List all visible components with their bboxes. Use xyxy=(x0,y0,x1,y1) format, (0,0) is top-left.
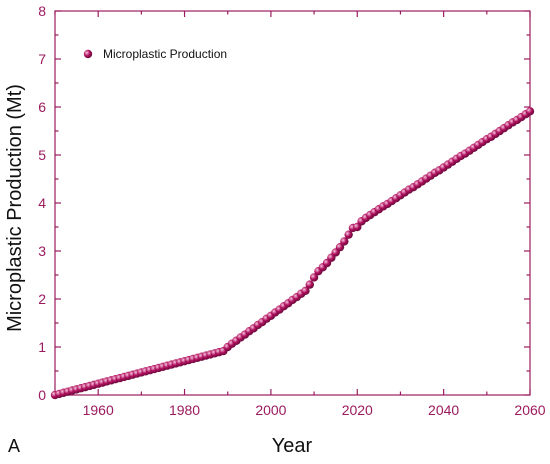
legend-label: Microplastic Production xyxy=(103,47,227,61)
legend-marker xyxy=(83,49,93,59)
y-axis-title: Microplastic Production (Mt) xyxy=(4,84,26,332)
data-point xyxy=(335,242,345,252)
x-tick-label: 1960 xyxy=(83,402,114,418)
plot-frame xyxy=(54,10,531,396)
x-tick-label: 2060 xyxy=(514,402,545,418)
y-tick-label: 6 xyxy=(38,99,46,115)
x-tick-label: 2040 xyxy=(428,402,459,418)
data-point xyxy=(525,107,535,116)
x-axis-title: Year xyxy=(272,435,313,457)
y-tick-label: 0 xyxy=(38,387,46,403)
y-tick-label: 1 xyxy=(38,339,46,355)
y-tick-label: 2 xyxy=(38,291,46,307)
x-tick-label: 1980 xyxy=(169,402,200,418)
data-point xyxy=(344,230,353,239)
data-point xyxy=(309,273,319,282)
legend: Microplastic Production xyxy=(83,47,227,61)
y-tick-label: 5 xyxy=(38,147,46,163)
data-point xyxy=(305,280,314,289)
y-tick-label: 7 xyxy=(38,51,46,67)
y-tick-label: 8 xyxy=(38,3,46,19)
data-point xyxy=(353,222,362,232)
x-tick-label: 2000 xyxy=(255,402,286,418)
x-tick-label: 2020 xyxy=(342,402,373,418)
y-tick-label: 4 xyxy=(38,195,46,211)
panel-label: A xyxy=(8,436,20,456)
y-tick-label: 3 xyxy=(38,243,46,259)
data-point xyxy=(301,286,310,296)
data-point xyxy=(340,237,349,246)
